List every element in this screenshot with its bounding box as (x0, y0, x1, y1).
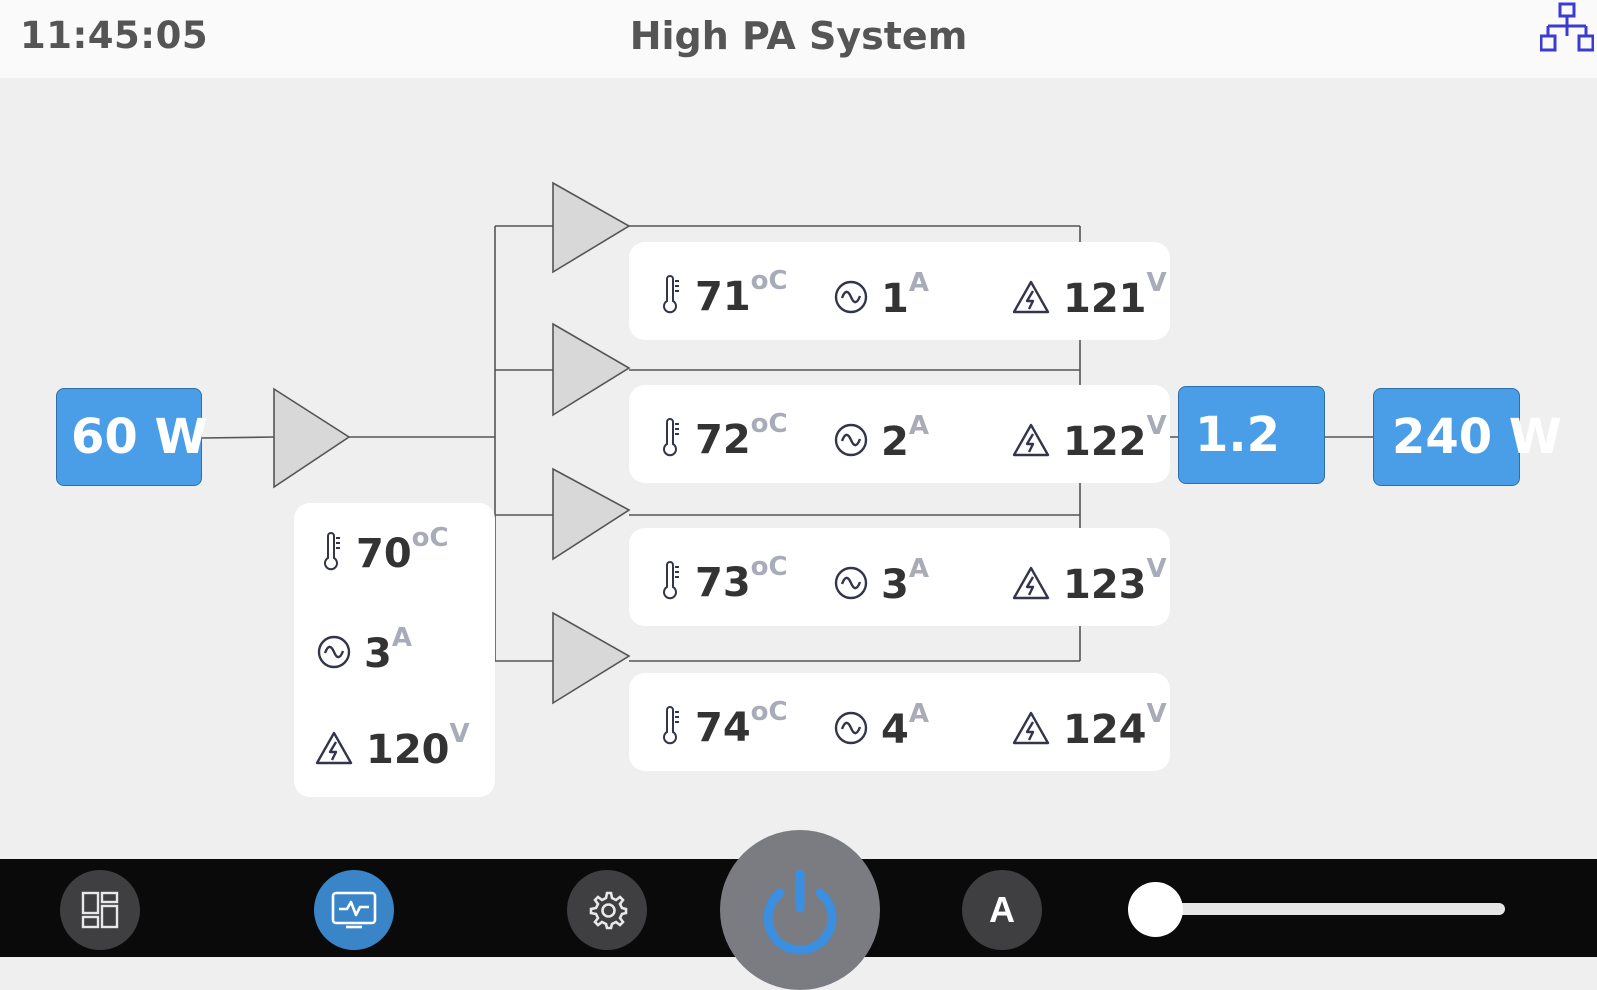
thermometer-icon (663, 561, 679, 600)
power-button[interactable] (720, 830, 880, 990)
amplifier-3-current-value: 3 (881, 562, 909, 608)
clock: 11:45:05 (20, 14, 209, 57)
amplifier-3-temperature: 73 oC (659, 552, 788, 606)
amplifier-stats-card-2: 72 oC 2 A 122 V (629, 385, 1170, 483)
driver-temperature: 70 oC (320, 523, 449, 577)
amplifier-2-voltage: 122 V (1011, 411, 1167, 465)
amplifier-diagram: 60 W 1.2 240 W 70 oC 3 A 120 V (0, 78, 1597, 859)
amplifier-triangle-2 (552, 322, 631, 417)
thermometer-icon (663, 418, 679, 457)
driver-voltage-unit: V (449, 719, 470, 749)
amplifier-2-temperature: 72 oC (659, 409, 788, 463)
amplifier-stats-card-3: 73 oC 3 A 123 V (629, 528, 1170, 626)
gain-box: 1.2 (1178, 386, 1325, 484)
ac-current-icon (834, 566, 868, 600)
ac-current-icon (317, 635, 351, 669)
amplifier-4-current-unit: A (908, 699, 929, 729)
dashboard-icon (81, 891, 119, 929)
ac-current-icon (834, 423, 868, 457)
amplifier-4-temperature: 74 oC (659, 697, 788, 751)
settings-button[interactable] (567, 870, 647, 950)
amplifier-2-current-unit: A (908, 411, 929, 441)
driver-current-value: 3 (364, 631, 392, 677)
high-voltage-icon (315, 731, 353, 765)
high-voltage-icon (1012, 280, 1050, 314)
amplifier-triangle-3 (552, 467, 631, 561)
amplifier-4-temperature-unit: oC (750, 697, 788, 727)
amplifier-4-temperature-value: 74 (695, 705, 751, 751)
amplifier-1-temperature: 71 oC (659, 266, 788, 320)
input-power-value: 60 W (71, 409, 208, 465)
level-slider-track[interactable] (1160, 903, 1505, 915)
amplifier-stats-card-1: 71 oC 1 A 121 V (629, 242, 1170, 340)
settings-icon (589, 891, 628, 930)
driver-voltage-value: 120 (366, 727, 450, 773)
auto-mode-button[interactable]: A (962, 870, 1042, 950)
power-icon (763, 869, 837, 955)
auto-mode-label: A (989, 889, 1015, 930)
monitor-button[interactable] (314, 870, 394, 950)
amplifier-2-voltage-value: 122 (1063, 419, 1147, 465)
high-voltage-icon (1012, 711, 1050, 745)
amplifier-1-voltage-value: 121 (1063, 276, 1147, 322)
amplifier-3-temperature-value: 73 (695, 560, 751, 606)
top-bar: 11:45:05 High PA System (0, 0, 1597, 78)
amplifier-1-current: 1 A (833, 268, 929, 322)
ac-current-icon (834, 280, 868, 314)
driver-temperature-unit: oC (411, 523, 449, 553)
driver-current: 3 A (316, 623, 412, 677)
driver-current-unit: A (391, 623, 412, 653)
amplifier-3-temperature-unit: oC (750, 552, 788, 582)
ac-current-icon (834, 711, 868, 745)
amplifier-2-current-value: 2 (881, 419, 909, 465)
amplifier-3-current-unit: A (908, 554, 929, 584)
amplifier-1-temperature-value: 71 (695, 274, 751, 320)
monitor-icon (331, 891, 377, 929)
amplifier-triangle-4 (552, 611, 631, 705)
high-voltage-icon (1012, 566, 1050, 600)
amplifier-2-temperature-value: 72 (695, 417, 751, 463)
signal-wiring (201, 181, 1373, 705)
amplifier-3-voltage-value: 123 (1063, 562, 1147, 608)
amplifier-triangle-1 (552, 181, 631, 274)
network-topology-icon[interactable] (1540, 2, 1594, 56)
driver-voltage: 120 V (314, 719, 470, 773)
gain-value: 1.2 (1195, 407, 1281, 463)
thermometer-icon (663, 706, 679, 745)
page-title: High PA System (629, 14, 968, 58)
input-power-box: 60 W (56, 388, 207, 486)
amplifier-1-temperature-unit: oC (750, 266, 788, 296)
amplifier-4-current-value: 4 (881, 707, 909, 753)
amplifier-1-current-unit: A (908, 268, 929, 298)
level-slider-thumb[interactable] (1128, 882, 1183, 937)
amplifier-3-voltage-unit: V (1146, 554, 1167, 584)
driver-amplifier-triangle (273, 387, 351, 489)
high-voltage-icon (1012, 423, 1050, 457)
amplifier-2-current: 2 A (833, 411, 929, 465)
amplifier-4-voltage-value: 124 (1063, 707, 1147, 753)
dashboard-button[interactable] (60, 870, 140, 950)
amplifier-4-voltage-unit: V (1146, 699, 1167, 729)
driver-temperature-value: 70 (356, 531, 412, 577)
driver-stats-card: 70 oC 3 A 120 V (294, 503, 495, 797)
amplifier-1-voltage-unit: V (1146, 268, 1167, 298)
output-power-box: 240 W (1373, 388, 1562, 486)
amplifier-stats-card-4: 74 oC 4 A 124 V (629, 673, 1170, 771)
amplifier-1-current-value: 1 (881, 276, 909, 322)
amplifier-3-voltage: 123 V (1011, 554, 1167, 608)
amplifier-4-current: 4 A (833, 699, 929, 753)
amplifier-2-voltage-unit: V (1146, 411, 1167, 441)
amplifier-4-voltage: 124 V (1011, 699, 1167, 753)
output-power-value: 240 W (1392, 409, 1562, 465)
thermometer-icon (663, 275, 679, 314)
amplifier-2-temperature-unit: oC (750, 409, 788, 439)
thermometer-icon (324, 532, 340, 571)
amplifier-3-current: 3 A (833, 554, 929, 608)
amplifier-1-voltage: 121 V (1011, 268, 1167, 322)
